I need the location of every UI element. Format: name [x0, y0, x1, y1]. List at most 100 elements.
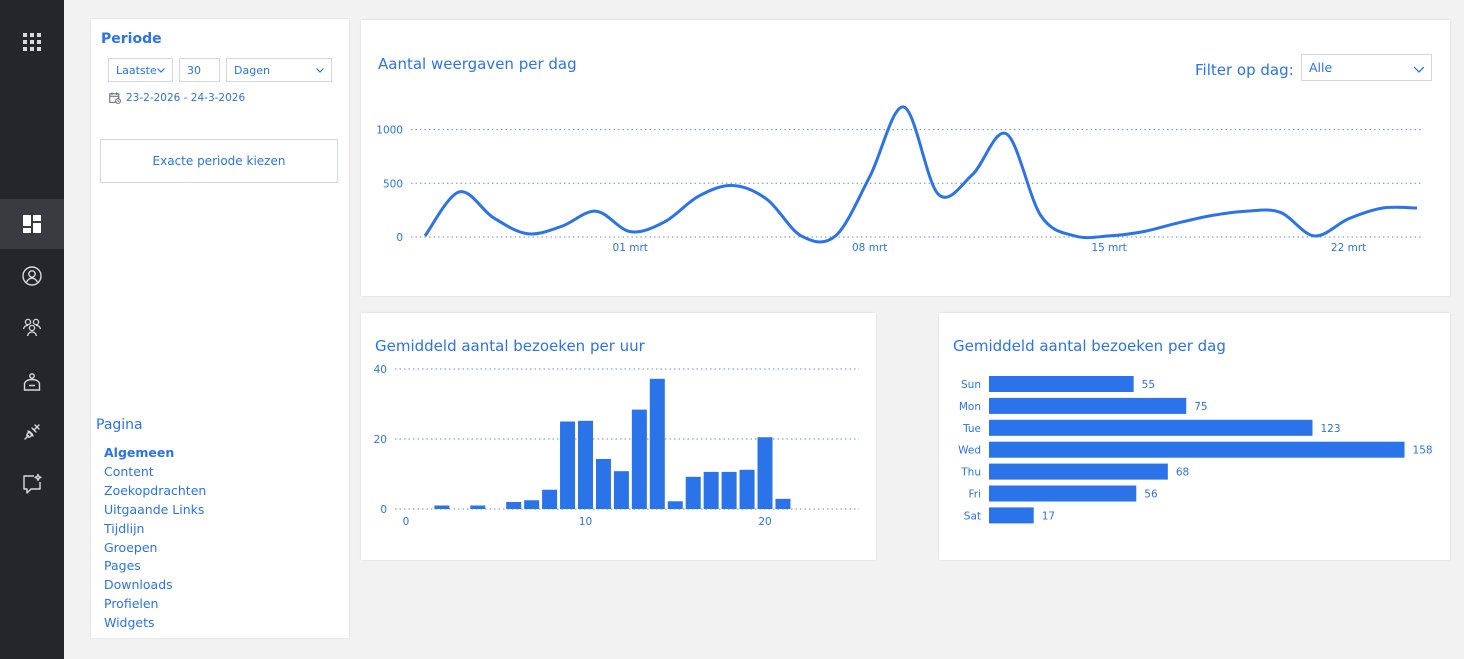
filter-day-label: Filter op dag:: [1195, 61, 1294, 79]
chevron-down-icon: [316, 68, 324, 73]
pagina-item-widgets[interactable]: Widgets: [104, 615, 155, 631]
views-per-day-card: Aantal weergaven per dag Filter op dag: …: [361, 20, 1450, 296]
hour-bar: [524, 500, 540, 509]
pagina-item-groepen[interactable]: Groepen: [104, 539, 158, 555]
day-value-label: 56: [1144, 489, 1158, 501]
filter-day-value: Alle: [1309, 60, 1333, 75]
day-category-label: Fri: [968, 489, 981, 501]
y-tick-label: 0: [380, 504, 387, 516]
day-bar: [989, 463, 1168, 480]
period-mode-value: Laatste: [116, 63, 157, 77]
day-value-label: 17: [1042, 510, 1055, 522]
hour-bar: [470, 505, 486, 509]
day-category-label: Wed: [958, 445, 981, 457]
hour-bar: [434, 505, 450, 509]
x-tick-label: 01 mrt: [613, 242, 648, 254]
hour-bar: [542, 489, 558, 509]
pagina-item-pages[interactable]: Pages: [104, 558, 141, 574]
hour-bar: [595, 458, 611, 509]
group-icon[interactable]: [0, 302, 64, 352]
chevron-down-icon: [157, 68, 165, 73]
hour-bar: [739, 469, 755, 509]
period-mode-select[interactable]: Laatste: [108, 58, 173, 82]
x-tick-label: 20: [758, 516, 771, 528]
day-value-label: 158: [1413, 445, 1433, 457]
x-tick-label: 22 mrt: [1331, 242, 1366, 254]
period-count-input[interactable]: 30: [179, 58, 220, 82]
y-tick-label: 1000: [376, 125, 403, 137]
day-category-label: Sun: [961, 379, 981, 391]
bot-icon[interactable]: [0, 357, 64, 407]
pagina-item-tijdlijn[interactable]: Tijdlijn: [104, 520, 145, 536]
hour-bar: [649, 378, 665, 509]
day-bar: [989, 485, 1137, 502]
y-tick-label: 40: [374, 364, 387, 376]
hour-bar: [667, 501, 683, 509]
dashboard-icon[interactable]: [0, 199, 64, 249]
hour-bar: [721, 471, 737, 509]
date-range-text: 23-2-2026 - 24-3-2026: [126, 92, 246, 104]
day-category-label: Mon: [959, 401, 981, 413]
apps-grid-icon[interactable]: [0, 17, 64, 67]
hour-chart-title: Gemiddeld aantal bezoeken per uur: [375, 337, 645, 355]
hour-bar: [685, 476, 701, 509]
day-bar: [989, 441, 1405, 458]
pagina-item-downloads[interactable]: Downloads: [104, 577, 173, 593]
left-rail: [0, 0, 64, 659]
hour-bar: [560, 421, 576, 509]
pagina-item-uitgaande-links[interactable]: Uitgaande Links: [104, 501, 205, 517]
pagina-item-algemeen[interactable]: Algemeen: [104, 445, 175, 460]
visits-per-day-card: Gemiddeld aantal bezoeken per dag Sun 55 M…: [939, 313, 1450, 560]
hour-bar: [506, 502, 522, 509]
pagina-nav: Algemeen Content Zoekopdrachten Uitgaande L…: [104, 444, 206, 633]
hour-bar-chart: 0 20 40 0 10 20: [374, 364, 859, 528]
day-bar-chart: Sun 55 Mon 75 Tue 123 Wed 158 Thu 68 Fri 56 Sat 17: [958, 376, 1433, 524]
hour-bar: [775, 498, 791, 509]
hour-bar: [703, 471, 719, 509]
day-category-label: Thu: [960, 467, 981, 479]
pagina-item-profielen[interactable]: Profielen: [104, 596, 159, 612]
filter-day-select[interactable]: Alle: [1301, 54, 1432, 81]
views-chart-title: Aantal weergaven per dag: [378, 55, 577, 73]
chat-sparkle-icon[interactable]: [0, 459, 64, 509]
pagina-item-zoekopdrachten[interactable]: Zoekopdrachten: [104, 482, 207, 498]
x-tick-label: 08 mrt: [852, 242, 887, 254]
filter-panel: Periode Laatste 30 Dagen 23-2-2026 - 24-…: [91, 19, 349, 638]
hour-bar: [613, 471, 629, 509]
hour-bar: [631, 409, 647, 509]
hour-bar: [757, 437, 773, 509]
date-range: 23-2-2026 - 24-3-2026: [109, 92, 245, 104]
period-unit-value: Dagen: [234, 63, 270, 77]
x-tick-label: 15 mrt: [1091, 242, 1126, 254]
day-category-label: Tue: [962, 423, 981, 435]
day-category-label: Sat: [964, 510, 981, 522]
views-line-chart: 0 500 1000 01 mrt 08 mrt 15 mrt 22 mrt: [376, 105, 1421, 254]
period-unit-select[interactable]: Dagen: [226, 58, 332, 82]
pagina-item-content[interactable]: Content: [104, 463, 154, 479]
day-value-label: 68: [1176, 467, 1189, 479]
day-chart-title: Gemiddeld aantal bezoeken per dag: [953, 337, 1226, 355]
x-tick-label: 10: [579, 516, 592, 528]
views-series-line: [423, 105, 1418, 244]
hour-bar: [578, 420, 593, 509]
day-bar: [989, 376, 1134, 392]
exact-period-button[interactable]: Exacte periode kiezen: [100, 139, 338, 183]
period-count-value: 30: [187, 63, 201, 77]
y-tick-label: 0: [396, 232, 403, 244]
day-value-label: 123: [1320, 423, 1340, 435]
y-tick-label: 20: [374, 434, 387, 446]
periode-title: Periode: [101, 31, 162, 47]
user-icon[interactable]: [0, 251, 64, 301]
day-value-label: 55: [1142, 379, 1155, 391]
day-bar: [989, 507, 1034, 524]
chevron-down-icon: [1413, 66, 1425, 73]
plug-icon[interactable]: [0, 407, 64, 457]
pagina-title: Pagina: [96, 417, 143, 433]
day-bar: [989, 419, 1313, 436]
visits-per-hour-card: Gemiddeld aantal bezoeken per uur 0 20 40 0…: [361, 313, 876, 560]
x-tick-label: 0: [403, 516, 410, 528]
day-value-label: 75: [1194, 401, 1207, 413]
y-tick-label: 500: [383, 178, 403, 190]
calendar-clock-icon: [109, 92, 121, 104]
day-bar: [989, 397, 1187, 414]
